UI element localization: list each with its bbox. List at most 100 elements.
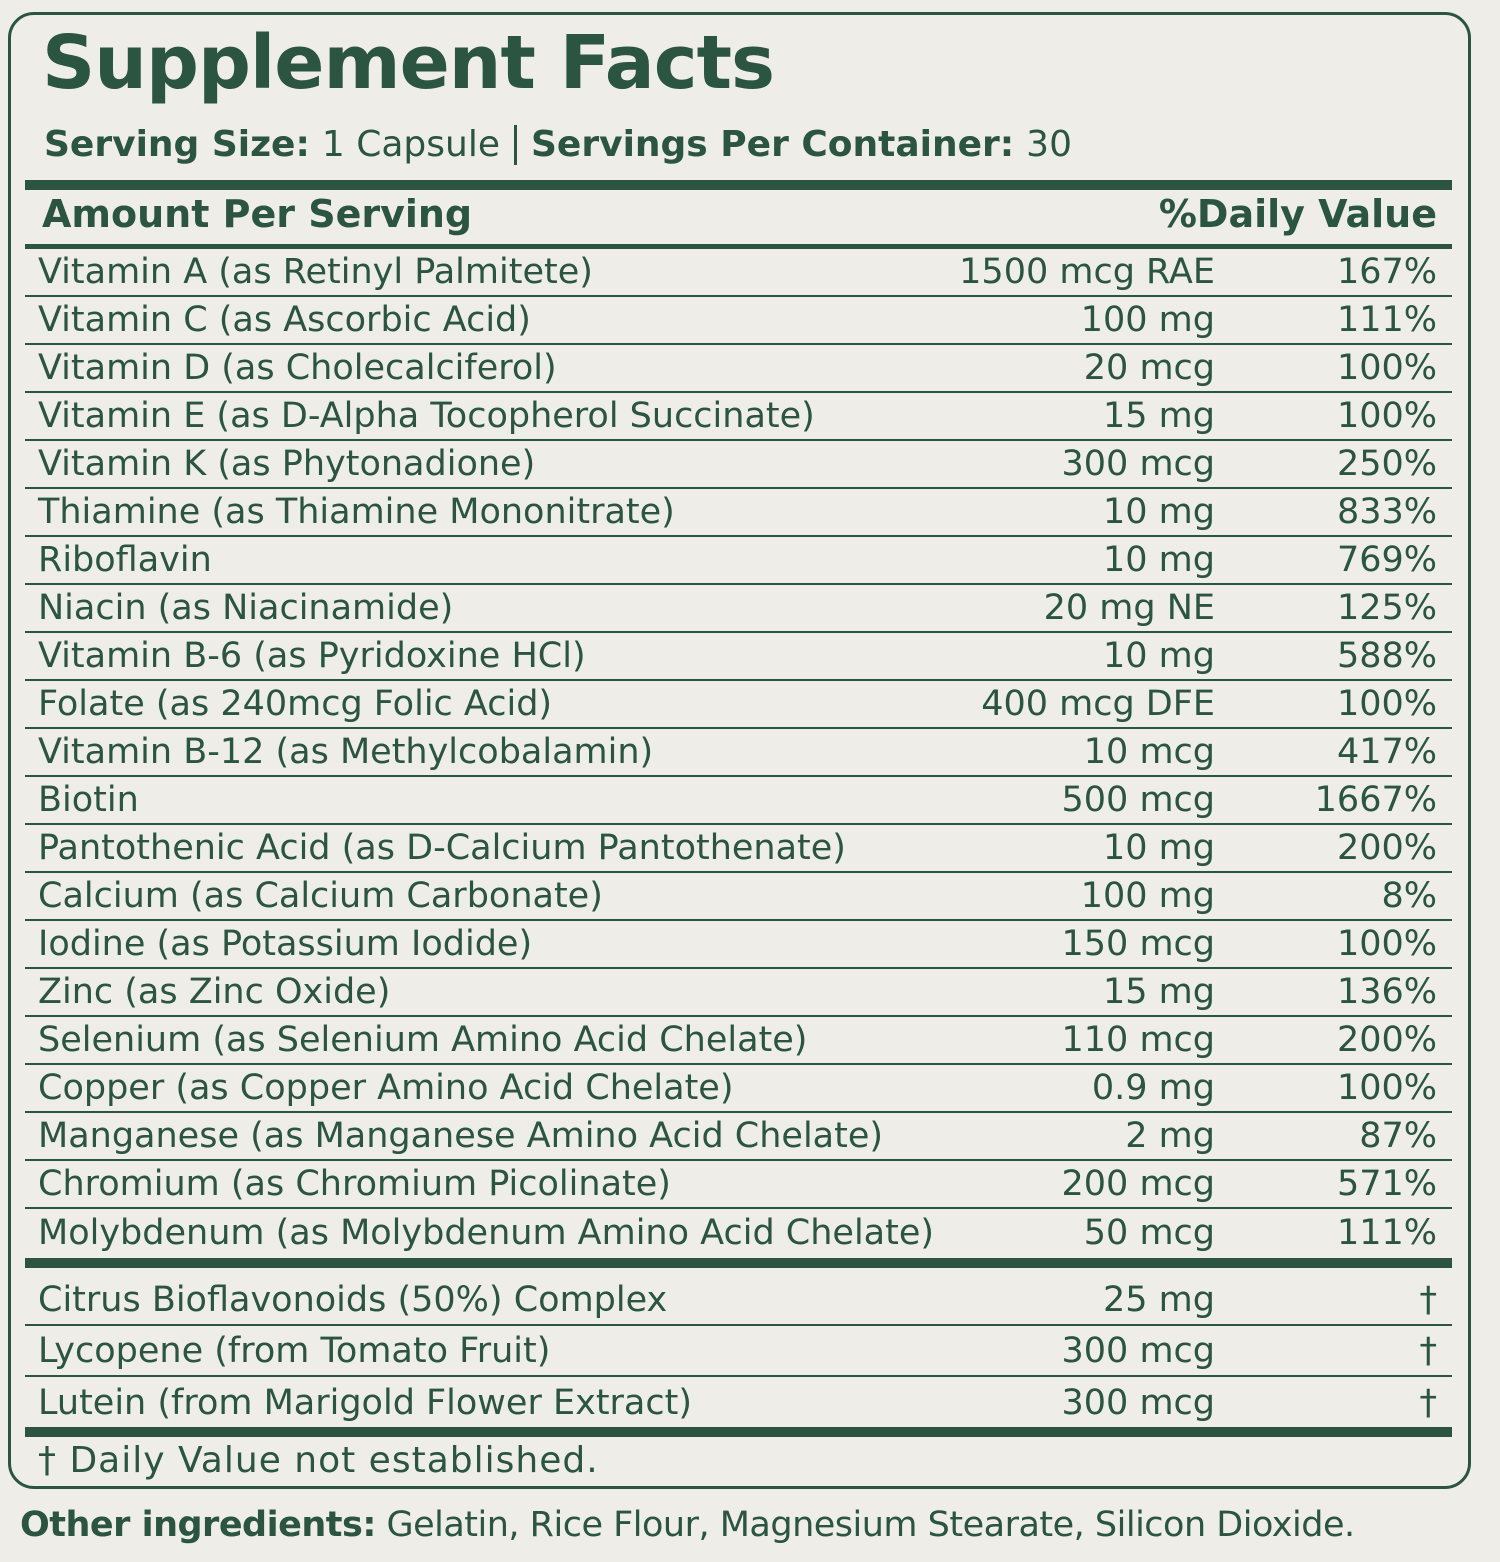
nutrient-row: Manganese (as Manganese Amino Acid Chela… bbox=[25, 1113, 1452, 1161]
nutrient-name: Riboflavin bbox=[38, 540, 212, 580]
daily-value: 87% bbox=[1359, 1116, 1437, 1156]
daily-value: 100% bbox=[1336, 1068, 1437, 1108]
nutrient-row: Citrus Bioflavonoids (50%) Complex 25 mg † bbox=[25, 1275, 1452, 1326]
amount: 300 mcg bbox=[1061, 444, 1215, 484]
daily-value: 769% bbox=[1336, 540, 1437, 580]
nutrient-rows: Vitamin A (as Retinyl Palmitete) 1500 mcg… bbox=[25, 249, 1452, 1257]
serving-size-label: Serving Size: bbox=[44, 124, 310, 165]
amount: 15 mg bbox=[1103, 396, 1215, 436]
nutrient-name: Folate (as 240mcg Folic Acid) bbox=[38, 684, 553, 724]
nutrient-row: Vitamin C (as Ascorbic Acid) 100 mg 111% bbox=[25, 297, 1452, 345]
daily-value: † bbox=[1419, 1382, 1438, 1423]
amount: 20 mcg bbox=[1083, 348, 1215, 388]
other-ingredients-label: Other ingredients: bbox=[20, 1505, 376, 1545]
nutrient-row: Chromium (as Chromium Picolinate) 200 mcg… bbox=[25, 1161, 1452, 1209]
nutrient-name: Zinc (as Zinc Oxide) bbox=[38, 972, 391, 1012]
nutrient-row: Calcium (as Calcium Carbonate) 100 mg 8% bbox=[25, 873, 1452, 921]
nutrient-row: Vitamin K (as Phytonadione) 300 mcg 250% bbox=[25, 441, 1452, 489]
nutrient-row: Vitamin B-12 (as Methylcobalamin) 10 mcg 4… bbox=[25, 729, 1452, 777]
nutrient-row: Vitamin B-6 (as Pyridoxine HCl) 10 mg 588% bbox=[25, 633, 1452, 681]
other-ingredients-text: Gelatin, Rice Flour, Magnesium Stearate,… bbox=[386, 1505, 1355, 1545]
nutrient-row: Lutein (from Marigold Flower Extract) 300… bbox=[25, 1377, 1452, 1428]
amount: 10 mcg bbox=[1083, 732, 1215, 772]
daily-value: † bbox=[1419, 1330, 1438, 1371]
daily-value: 8% bbox=[1381, 876, 1437, 916]
daily-value: 167% bbox=[1336, 252, 1437, 292]
nutrient-row: Pantothenic Acid (as D-Calcium Pantothen… bbox=[25, 825, 1452, 873]
daily-value: † bbox=[1419, 1279, 1438, 1320]
title: Supplement Facts bbox=[42, 20, 775, 106]
nutrient-name: Copper (as Copper Amino Acid Chelate) bbox=[38, 1068, 734, 1108]
nutrient-name: Lycopene (from Tomato Fruit) bbox=[38, 1330, 551, 1371]
thick-rule bbox=[25, 180, 1452, 190]
daily-value: 100% bbox=[1336, 348, 1437, 388]
nutrient-name: Vitamin A (as Retinyl Palmitete) bbox=[38, 252, 593, 292]
nutrient-row: Lycopene (from Tomato Fruit) 300 mcg † bbox=[25, 1326, 1452, 1377]
daily-value: 417% bbox=[1336, 732, 1437, 772]
nutrient-row: Selenium (as Selenium Amino Acid Chelate… bbox=[25, 1017, 1452, 1065]
amount: 200 mcg bbox=[1061, 1164, 1215, 1204]
amount: 500 mcg bbox=[1061, 780, 1215, 820]
nutrient-name: Pantothenic Acid (as D-Calcium Pantothen… bbox=[38, 828, 846, 868]
nutrient-row: Zinc (as Zinc Oxide) 15 mg 136% bbox=[25, 969, 1452, 1017]
thick-rule bbox=[25, 1258, 1452, 1268]
amount: 20 mg NE bbox=[1043, 588, 1215, 628]
nutrient-name: Chromium (as Chromium Picolinate) bbox=[38, 1164, 671, 1204]
amount: 400 mcg DFE bbox=[981, 684, 1215, 724]
servings-per-container: 30 bbox=[1026, 124, 1072, 165]
separator bbox=[514, 124, 517, 165]
nutrient-name: Vitamin E (as D-Alpha Tocopherol Succina… bbox=[38, 396, 815, 436]
nutrient-name: Vitamin B-6 (as Pyridoxine HCl) bbox=[38, 636, 586, 676]
daily-value: 250% bbox=[1336, 444, 1437, 484]
amount: 10 mg bbox=[1103, 492, 1215, 532]
amount: 2 mg bbox=[1125, 1116, 1215, 1156]
daily-value-header: %Daily Value bbox=[1158, 192, 1437, 236]
nutrient-name: Thiamine (as Thiamine Mononitrate) bbox=[38, 492, 675, 532]
amount: 50 mcg bbox=[1083, 1213, 1215, 1253]
amount: 25 mg bbox=[1103, 1279, 1215, 1320]
other-ingredients: Other ingredients: Gelatin, Rice Flour, … bbox=[20, 1505, 1355, 1545]
nutrient-name: Iodine (as Potassium Iodide) bbox=[38, 924, 533, 964]
amount: 100 mg bbox=[1080, 876, 1215, 916]
nutrient-name: Vitamin C (as Ascorbic Acid) bbox=[38, 300, 531, 340]
daily-value: 571% bbox=[1336, 1164, 1437, 1204]
daily-value: 833% bbox=[1336, 492, 1437, 532]
nutrient-name: Vitamin B-12 (as Methylcobalamin) bbox=[38, 732, 654, 772]
footnote: † Daily Value not established. bbox=[38, 1440, 599, 1481]
nutrient-row: Copper (as Copper Amino Acid Chelate) 0.9… bbox=[25, 1065, 1452, 1113]
daily-value: 111% bbox=[1336, 1213, 1437, 1253]
nutrient-row: Iodine (as Potassium Iodide) 150 mcg 100% bbox=[25, 921, 1452, 969]
amount: 300 mcg bbox=[1061, 1330, 1215, 1371]
nutrient-row: Vitamin E (as D-Alpha Tocopherol Succina… bbox=[25, 393, 1452, 441]
nutrient-name: Vitamin D (as Cholecalciferol) bbox=[38, 348, 557, 388]
nutrient-row: Niacin (as Niacinamide) 20 mg NE 125% bbox=[25, 585, 1452, 633]
daily-value: 125% bbox=[1336, 588, 1437, 628]
nutrient-row: Vitamin D (as Cholecalciferol) 20 mcg 100% bbox=[25, 345, 1452, 393]
amount: 300 mcg bbox=[1061, 1382, 1215, 1423]
rule bbox=[25, 244, 1452, 249]
amount: 10 mg bbox=[1103, 828, 1215, 868]
daily-value: 588% bbox=[1336, 636, 1437, 676]
amount: 110 mcg bbox=[1061, 1020, 1215, 1060]
amount: 100 mg bbox=[1080, 300, 1215, 340]
nutrient-row: Thiamine (as Thiamine Mononitrate) 10 mg 8… bbox=[25, 489, 1452, 537]
nutrient-name: Vitamin K (as Phytonadione) bbox=[38, 444, 536, 484]
servings-per-container-label: Servings Per Container: bbox=[531, 124, 1015, 165]
daily-value: 111% bbox=[1336, 300, 1437, 340]
nutrient-row: Molybdenum (as Molybdenum Amino Acid Che… bbox=[25, 1209, 1452, 1257]
nutrient-name: Manganese (as Manganese Amino Acid Chela… bbox=[38, 1116, 884, 1156]
label-frame bbox=[8, 12, 1471, 1489]
nutrient-row: Folate (as 240mcg Folic Acid) 400 mcg DFE… bbox=[25, 681, 1452, 729]
daily-value: 100% bbox=[1336, 924, 1437, 964]
nutrient-name: Biotin bbox=[38, 780, 139, 820]
amount: 1500 mcg RAE bbox=[959, 252, 1215, 292]
thick-rule bbox=[25, 1427, 1452, 1437]
daily-value: 200% bbox=[1336, 1020, 1437, 1060]
daily-value: 100% bbox=[1336, 396, 1437, 436]
daily-value: 136% bbox=[1336, 972, 1437, 1012]
table-header: Amount Per Serving %Daily Value bbox=[42, 192, 1437, 236]
nutrient-row: Vitamin A (as Retinyl Palmitete) 1500 mcg… bbox=[25, 249, 1452, 297]
daily-value: 1667% bbox=[1314, 780, 1437, 820]
nutrient-row: Riboflavin 10 mg 769% bbox=[25, 537, 1452, 585]
nutrient-row: Biotin 500 mcg 1667% bbox=[25, 777, 1452, 825]
